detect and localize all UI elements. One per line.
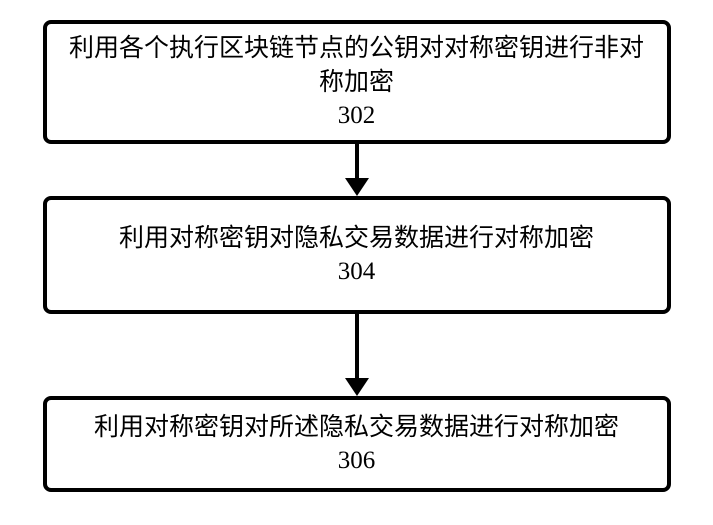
arrow-304-306 (345, 314, 369, 396)
arrow-line (355, 144, 359, 178)
flow-node-304-text: 利用对称密钥对隐私交易数据进行对称加密 (119, 222, 594, 256)
flowchart-container: 利用各个执行区块链节点的公钥对对称密钥进行非对称加密 302 利用对称密钥对隐私… (0, 0, 713, 492)
arrow-head-icon (345, 178, 369, 196)
flow-node-302: 利用各个执行区块链节点的公钥对对称密钥进行非对称加密 302 (43, 20, 671, 144)
flow-node-306: 利用对称密钥对所述隐私交易数据进行对称加密 306 (43, 396, 671, 492)
arrow-line (355, 314, 359, 378)
flow-node-306-text: 利用对称密钥对所述隐私交易数据进行对称加密 (94, 411, 619, 445)
arrow-head-icon (345, 378, 369, 396)
flow-node-304: 利用对称密钥对隐私交易数据进行对称加密 304 (43, 196, 671, 314)
flow-node-302-text: 利用各个执行区块链节点的公钥对对称密钥进行非对称加密 (59, 32, 655, 100)
arrow-302-304 (345, 144, 369, 196)
flow-node-302-num: 302 (338, 100, 376, 133)
flow-node-306-num: 306 (338, 445, 376, 478)
flow-node-304-num: 304 (338, 256, 376, 289)
